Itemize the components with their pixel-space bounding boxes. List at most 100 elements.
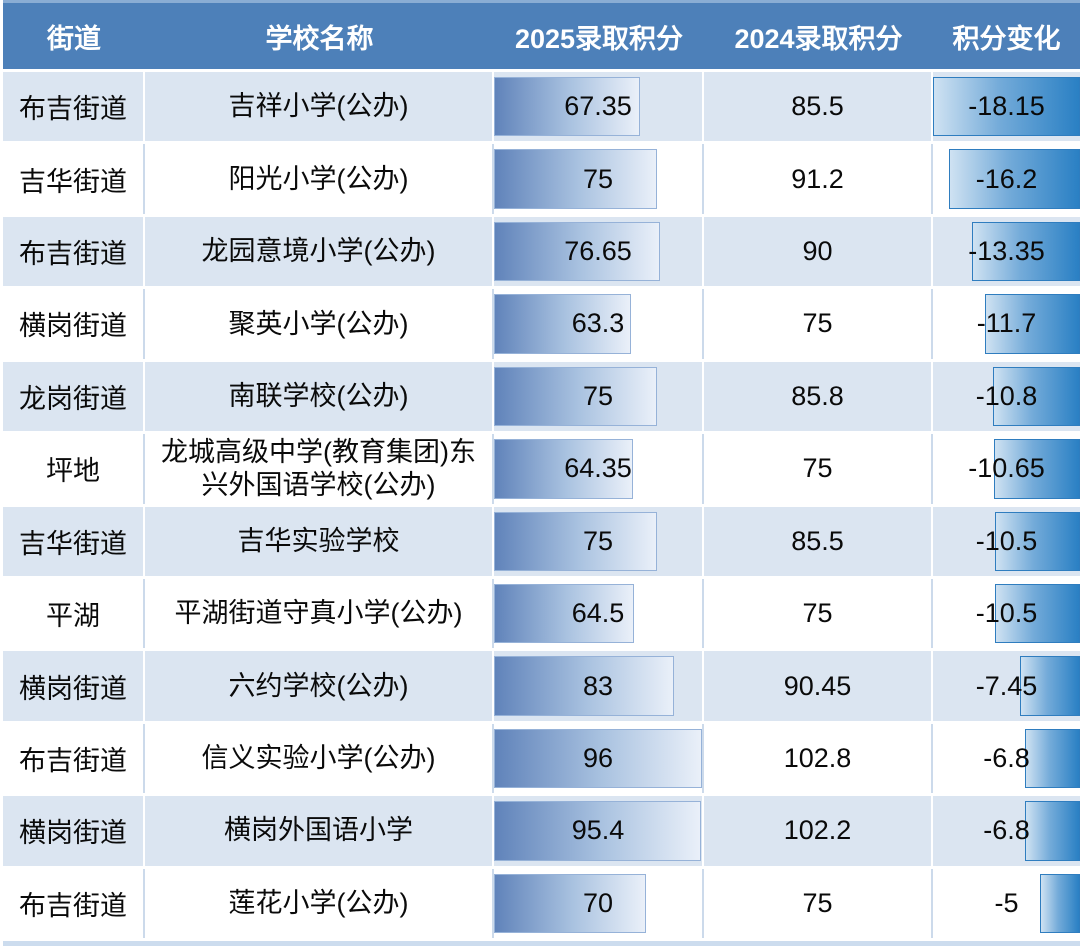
column-header-score-2024: 2024录取积分	[734, 23, 903, 54]
school-label: 信义实验小学(公办)	[201, 743, 436, 774]
score-2024-cell: 75	[704, 578, 933, 649]
score-2025-value: 76.65	[564, 236, 632, 267]
score-2025-databar	[494, 801, 701, 861]
table-row: 吉华街道 吉华实验学校 75 85.5 -10.5	[3, 506, 1080, 576]
change-databar	[1024, 801, 1080, 861]
change-value: -6.8	[983, 743, 1030, 773]
district-label: 吉华街道	[19, 528, 127, 559]
school-cell: 南联学校(公办)	[145, 361, 494, 432]
score-2025-cell: 64.35	[494, 434, 704, 504]
district-cell: 坪地	[3, 434, 145, 504]
school-cell: 横岗外国语小学	[145, 796, 494, 866]
district-label: 布吉街道	[19, 94, 127, 125]
change-value: -6.8	[983, 815, 1030, 846]
change-cell: -10.65	[933, 434, 1080, 504]
change-databar	[1024, 728, 1080, 789]
district-cell: 横岗街道	[3, 651, 145, 721]
score-2025-value: 75	[582, 525, 614, 556]
score-2024-value: 85.5	[791, 91, 844, 122]
change-value: -13.35	[968, 236, 1045, 267]
score-2024-value: 75	[802, 598, 833, 629]
score-2024-cell: 90	[704, 216, 933, 287]
district-label: 横岗街道	[19, 818, 127, 849]
column-header-change: 积分变化	[952, 23, 1061, 54]
table-row: 坪地 龙城高级中学(教育集团)东兴外国语学校(公办) 64.35 75 -10.…	[3, 434, 1080, 504]
score-2024-cell: 75	[704, 868, 933, 939]
score-2024-value: 75	[802, 887, 833, 918]
score-2025-value: 96	[582, 743, 614, 773]
district-label: 坪地	[46, 456, 100, 487]
change-databar	[948, 149, 1080, 209]
table-row: 布吉街道 莲花小学(公办) 70 75 -5	[3, 868, 1080, 939]
change-cell: -6.8	[933, 723, 1080, 794]
school-cell: 吉华实验学校	[145, 506, 494, 576]
score-2024-value: 85.8	[791, 380, 844, 411]
table-row: 横岗街道 聚英小学(公办) 63.3 75 -11.7	[3, 289, 1080, 359]
district-cell: 布吉街道	[3, 216, 145, 287]
change-cell: -18.15	[933, 72, 1080, 142]
change-cell: -11.7	[933, 289, 1080, 359]
change-value: -11.7	[976, 308, 1037, 339]
table-row: 横岗街道 横岗外国语小学 95.4 102.2 -6.8	[3, 796, 1080, 866]
score-2024-value: 75	[802, 308, 833, 339]
score-2025-cell: 75	[494, 361, 704, 432]
table-header-row: 街道 学校名称 2025录取积分 2024录取积分 积分变化	[3, 3, 1080, 69]
change-databar	[994, 583, 1080, 644]
change-cell: -16.2	[933, 144, 1080, 214]
school-label: 聚英小学(公办)	[228, 308, 409, 339]
score-2024-cell: 102.8	[704, 723, 933, 794]
score-2025-databar	[494, 77, 640, 137]
score-2024-cell: 75	[704, 434, 933, 504]
score-2024-value: 91.2	[791, 163, 844, 194]
score-2024-cell: 91.2	[704, 144, 933, 214]
district-cell: 吉华街道	[3, 144, 145, 214]
district-cell: 横岗街道	[3, 289, 145, 359]
score-2025-value: 95.4	[571, 815, 625, 846]
change-databar	[992, 366, 1080, 427]
score-2024-cell: 90.45	[704, 651, 933, 721]
change-databar	[994, 511, 1080, 571]
change-cell: -5	[933, 868, 1080, 939]
school-cell: 聚英小学(公办)	[145, 289, 494, 359]
school-cell: 平湖街道守真小学(公办)	[145, 578, 494, 649]
change-databar	[1039, 873, 1080, 934]
school-label: 吉华实验学校	[237, 525, 400, 556]
score-2025-value: 64.35	[564, 453, 632, 484]
district-label: 布吉街道	[19, 746, 127, 776]
school-label: 龙城高级中学(教育集团)东兴外国语学校(公办)	[161, 436, 476, 500]
district-label: 平湖	[46, 601, 100, 632]
score-2024-cell: 75	[704, 289, 933, 359]
change-value: -18.15	[968, 91, 1045, 122]
score-2024-value: 90.45	[783, 670, 852, 701]
score-2025-cell: 67.35	[494, 72, 704, 142]
score-2025-cell: 83	[494, 651, 704, 721]
school-label: 阳光小学(公办)	[228, 163, 409, 194]
score-2025-databar	[494, 439, 634, 499]
school-label: 南联学校(公办)	[228, 380, 409, 411]
district-label: 布吉街道	[19, 890, 127, 921]
score-2025-value: 75	[582, 163, 614, 194]
district-label: 龙岗街道	[19, 383, 127, 414]
table-row: 布吉街道 信义实验小学(公办) 96 102.8 -6.8	[3, 723, 1080, 794]
change-databar	[985, 294, 1080, 354]
change-cell: -6.8	[933, 796, 1080, 866]
score-2025-cell: 63.3	[494, 289, 704, 359]
table-top-border	[3, 0, 1080, 3]
table-row: 横岗街道 六约学校(公办) 83 90.45 -7.45	[3, 651, 1080, 721]
score-2025-value: 63.3	[571, 308, 625, 339]
change-cell: -10.8	[933, 361, 1080, 432]
score-2024-cell: 102.2	[704, 796, 933, 866]
school-label: 龙园意境小学(公办)	[201, 236, 436, 267]
change-value: -10.5	[975, 525, 1038, 556]
score-2025-value: 67.35	[564, 91, 632, 122]
district-label: 布吉街道	[19, 239, 127, 270]
table-row: 布吉街道 吉祥小学(公办) 67.35 85.5 -18.15	[3, 72, 1080, 142]
district-cell: 布吉街道	[3, 723, 145, 794]
district-cell: 龙岗街道	[3, 361, 145, 432]
score-2025-databar	[494, 221, 661, 282]
score-2024-value: 102.8	[783, 743, 852, 773]
school-cell: 信义实验小学(公办)	[145, 723, 494, 794]
score-2024-value: 102.2	[783, 815, 852, 846]
change-value: -10.5	[975, 598, 1038, 629]
